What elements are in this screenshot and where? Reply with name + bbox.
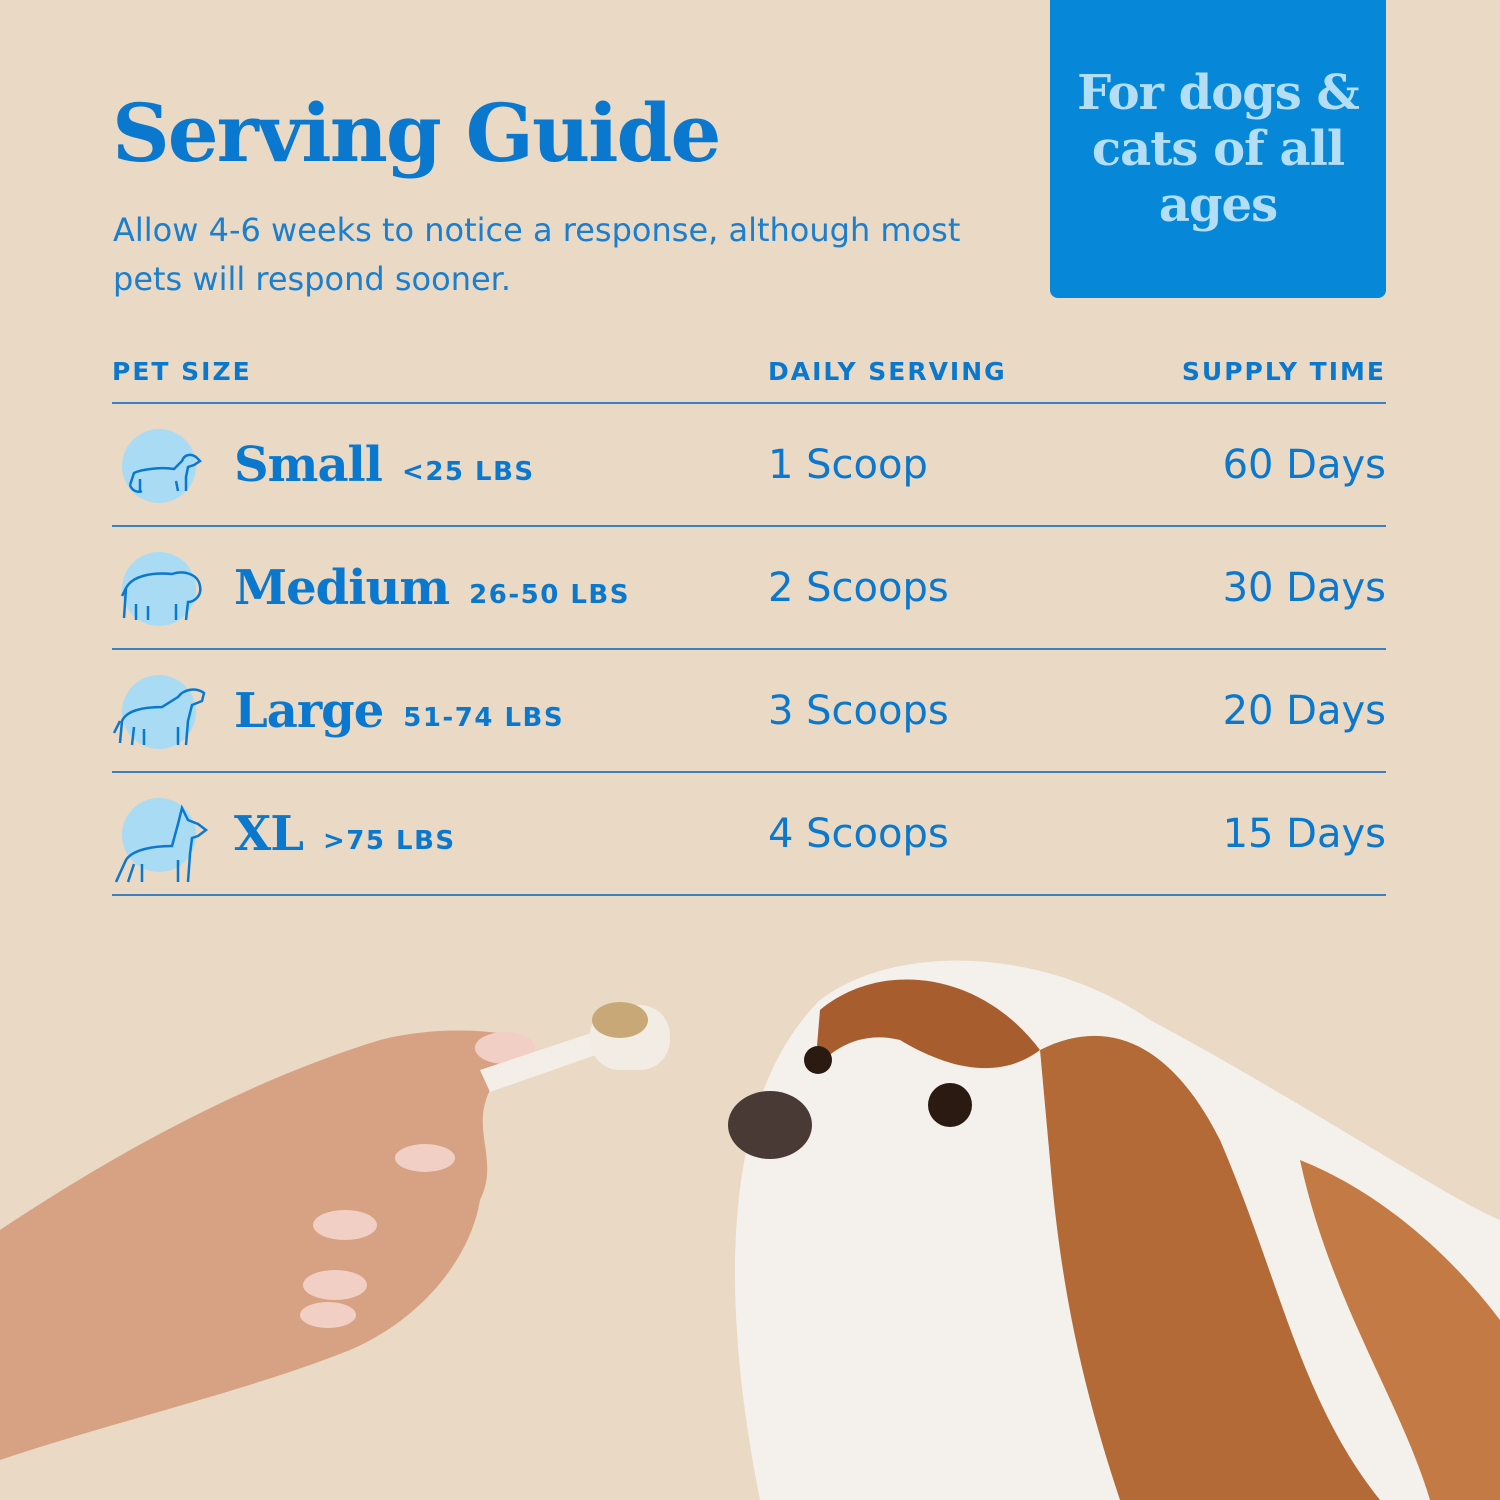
retriever-icon [112,671,208,751]
supply-time: 15 Days [1222,810,1386,857]
hand-and-dog-photo [0,960,1500,1500]
pet-size-cell: Small <25 LBS [112,425,768,505]
page-title: Serving Guide [112,86,721,180]
daily-serving: 3 Scoops [768,687,949,734]
pet-size-label: XL [234,805,304,862]
dog [728,960,1500,1500]
table-header: PET SIZE DAILY SERVING SUPPLY TIME [112,340,1386,404]
bulldog-icon [112,548,208,628]
doberman-icon [112,794,209,883]
subtitle: Allow 4-6 weeks to notice a response, al… [113,211,961,298]
daily-serving: 1 Scoop [768,441,928,488]
badge-text: For dogs & cats of all ages [1077,65,1360,233]
table-row: Medium 26-50 LBS 2 Scoops 30 Days [112,527,1386,650]
supply-time: 20 Days [1222,687,1386,734]
weight-range: <25 LBS [402,456,535,487]
ages-badge: For dogs & cats of all ages [1050,0,1386,298]
header-daily-serving: DAILY SERVING [768,356,1007,386]
header-pet-size: PET SIZE [112,356,252,386]
table-row: Small <25 LBS 1 Scoop 60 Days [112,404,1386,527]
pet-size-label: Medium [234,559,450,616]
supply-time: 30 Days [1222,564,1386,611]
weight-range: 26-50 LBS [469,579,630,610]
daily-serving: 4 Scoops [768,810,949,857]
pet-size-label: Small [234,436,383,493]
pet-size-label: Large [234,682,384,739]
pet-size-cell: Medium 26-50 LBS [112,548,768,628]
pet-size-cell: Large 51-74 LBS [112,671,768,751]
hand [0,1030,535,1460]
weight-range: >75 LBS [323,825,456,856]
header-supply-time: SUPPLY TIME [1181,356,1386,386]
pet-size-cell: XL >75 LBS [112,794,768,883]
table-row: Large 51-74 LBS 3 Scoops 20 Days [112,650,1386,773]
weight-range: 51-74 LBS [403,702,565,733]
supply-time: 60 Days [1222,441,1386,488]
scoop [480,1002,670,1092]
table-row: XL >75 LBS 4 Scoops 15 Days [112,773,1386,896]
daily-serving: 2 Scoops [768,564,949,611]
dachshund-icon [112,425,208,505]
serving-table: PET SIZE DAILY SERVING SUPPLY TIME Small… [112,340,1386,896]
